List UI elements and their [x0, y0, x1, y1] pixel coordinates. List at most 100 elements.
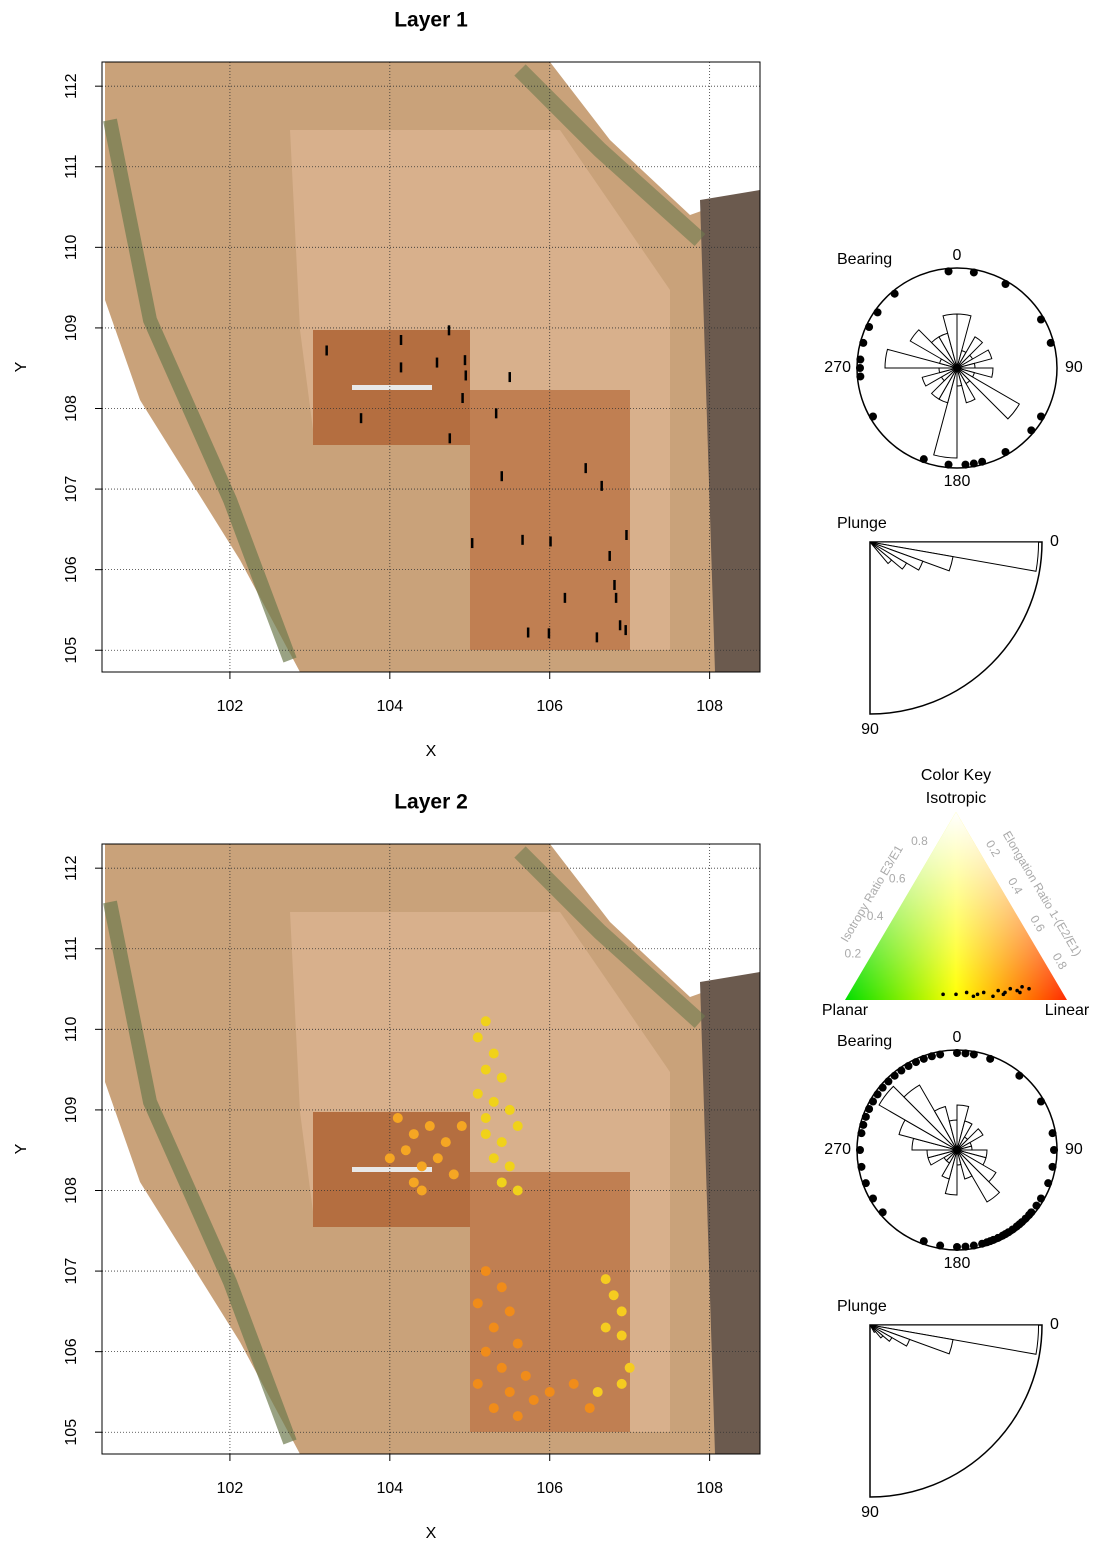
x-tick-label: 104	[376, 698, 403, 715]
fabric-point	[505, 1161, 515, 1171]
y-tick-label: 109	[63, 314, 80, 341]
ternary-point	[1008, 987, 1012, 991]
y-axis-title: Y	[13, 361, 30, 372]
rose-tick-label: 270	[824, 359, 851, 376]
x-axis-title: X	[426, 1525, 437, 1542]
y-tick-label: 106	[63, 1338, 80, 1365]
bearing-point	[970, 268, 978, 276]
axis-tick-label: 0.6	[889, 871, 906, 885]
fabric-point	[529, 1395, 539, 1405]
fabric-point	[601, 1274, 611, 1284]
bearing-point	[862, 1113, 870, 1121]
ternary-point	[965, 991, 969, 995]
color-key-title: Color Key	[921, 767, 991, 784]
y-tick-label: 105	[63, 637, 80, 664]
ternary-point	[1027, 987, 1031, 991]
bearing-point	[1050, 1146, 1058, 1154]
ternary-point	[982, 991, 986, 995]
fabric-point	[609, 1290, 619, 1300]
x-tick-label: 104	[376, 1480, 403, 1497]
fabric-point	[569, 1379, 579, 1389]
y-tick-label: 107	[63, 1258, 80, 1285]
bearing-point	[905, 1062, 913, 1070]
y-tick-label: 111	[63, 936, 80, 960]
bearing-point	[1037, 413, 1045, 421]
x-tick-label: 108	[696, 1480, 723, 1497]
bearing-point	[970, 460, 978, 468]
ternary-point	[1018, 991, 1022, 995]
bearing-point	[1049, 1163, 1057, 1171]
rose-tick-label: 0	[953, 1029, 962, 1046]
site-photo	[102, 62, 760, 672]
fabric-point	[513, 1121, 523, 1131]
fabric-point	[617, 1331, 627, 1341]
x-tick-label: 106	[536, 698, 563, 715]
plunge-tick-label: 0	[1050, 1316, 1059, 1333]
fabric-point	[513, 1339, 523, 1349]
axis-tick-label: 0.6	[1027, 913, 1048, 935]
y-tick-label: 108	[63, 395, 80, 422]
bearing-point	[857, 1129, 865, 1137]
y-tick-label: 110	[63, 234, 80, 260]
bearing-point	[891, 290, 899, 298]
bearing-point	[970, 1242, 978, 1250]
fabric-point	[521, 1371, 531, 1381]
fabric-point	[601, 1322, 611, 1332]
y-tick-label: 107	[63, 476, 80, 503]
bearing-point	[865, 323, 873, 331]
vertex-label: Planar	[822, 1002, 869, 1019]
fabric-point	[489, 1153, 499, 1163]
bearing-point	[856, 356, 864, 364]
axis-tick-label: 0.4	[867, 909, 884, 923]
fabric-point	[425, 1121, 435, 1131]
figure: Layer 1XY1021041061081051061071081091101…	[0, 0, 1100, 1543]
fabric-point	[593, 1387, 603, 1397]
bearing-point	[869, 1195, 877, 1203]
x-tick-label: 102	[217, 1480, 244, 1497]
fabric-point	[473, 1379, 483, 1389]
bearing-point	[897, 1067, 905, 1075]
bearing-point	[1037, 1195, 1045, 1203]
y-tick-label: 110	[63, 1016, 80, 1042]
bearing-point	[928, 1052, 936, 1060]
bearing-point	[961, 461, 969, 469]
axis-tick-label: 0.4	[1005, 875, 1026, 897]
x-tick-label: 106	[536, 1480, 563, 1497]
fabric-point	[617, 1379, 627, 1389]
bearing-point	[961, 1243, 969, 1251]
chart-title: Layer 2	[394, 791, 468, 814]
bearing-point	[1027, 1208, 1035, 1216]
fabric-point	[489, 1097, 499, 1107]
plunge-title: Plunge	[837, 1298, 887, 1315]
bearing-point	[856, 364, 864, 372]
fabric-point	[433, 1153, 443, 1163]
vertex-label: Isotropic	[926, 790, 986, 807]
y-tick-label: 111	[63, 154, 80, 178]
plunge-title: Plunge	[837, 515, 887, 532]
bearing-point	[1047, 339, 1055, 347]
y-tick-label: 109	[63, 1096, 80, 1123]
bearing-point	[1027, 426, 1035, 434]
bearing-point	[936, 1050, 944, 1058]
bearing-point	[936, 1242, 944, 1250]
fabric-point	[473, 1089, 483, 1099]
bearing-point	[859, 339, 867, 347]
axis-tick-label: 0.8	[1049, 950, 1070, 972]
y-tick-label: 112	[63, 73, 80, 99]
ternary-point	[954, 993, 958, 997]
fabric-point	[545, 1387, 555, 1397]
y-tick-label: 105	[63, 1419, 80, 1446]
fabric-point	[409, 1177, 419, 1187]
fabric-point	[481, 1065, 491, 1075]
fabric-point	[481, 1347, 491, 1357]
rose-tick-label: 180	[944, 473, 971, 490]
y-tick-label: 106	[63, 556, 80, 583]
color-key-fill	[845, 812, 1067, 1000]
fabric-point	[489, 1403, 499, 1413]
ternary-point	[1020, 985, 1024, 989]
fabric-point	[481, 1113, 491, 1123]
rose-title: Bearing	[837, 1033, 892, 1050]
bearing-point	[953, 1049, 961, 1057]
bearing-point	[920, 1237, 928, 1245]
axis-tick-label: 0.2	[845, 947, 862, 961]
